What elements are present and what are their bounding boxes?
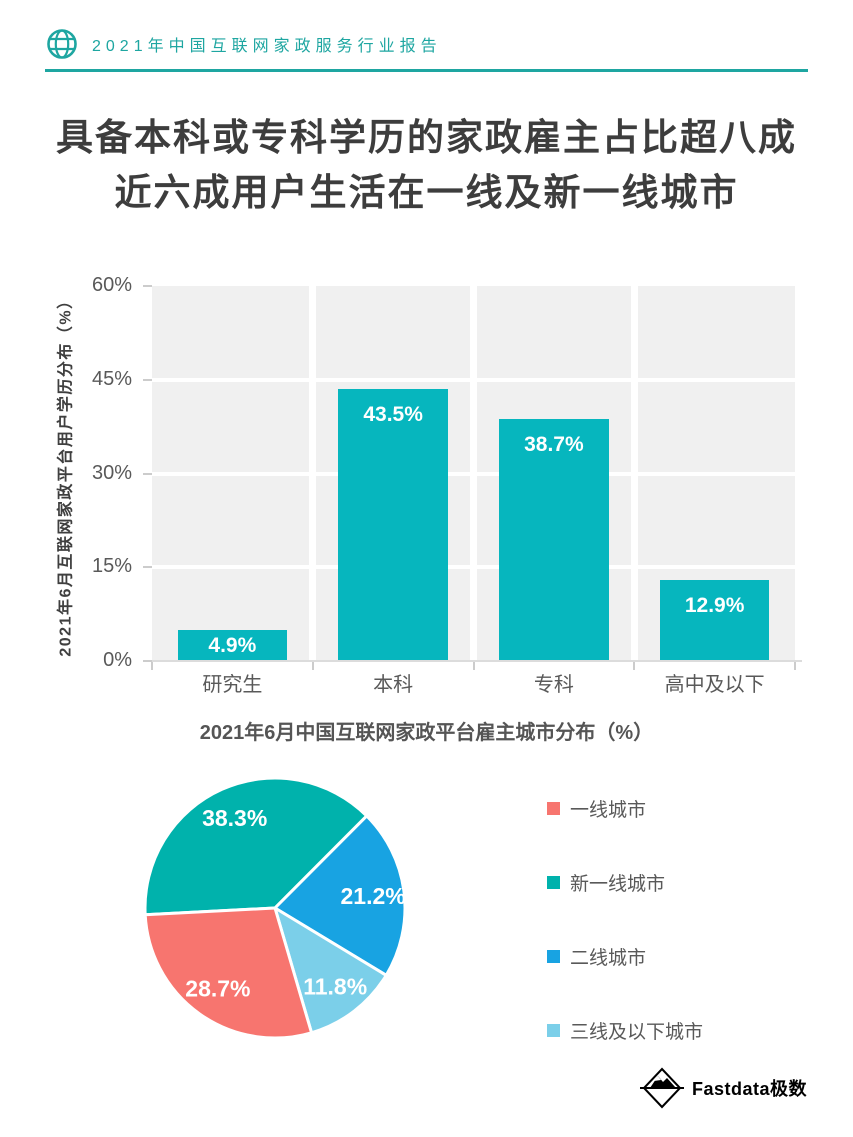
y-tick-label: 60%	[91, 274, 132, 296]
y-tick-mark	[143, 285, 152, 287]
bars-container: 4.9% 43.5% 38.7% 12.9%	[152, 286, 795, 661]
bar-本科: 43.5%	[338, 389, 448, 661]
bar-column: 12.9%	[634, 286, 795, 661]
y-tick-label: 15%	[91, 555, 132, 578]
pie-slice-新一线城市	[143, 776, 369, 917]
pie-slice-value-label: 21.2%	[340, 883, 405, 909]
legend-swatch	[547, 950, 560, 963]
x-tick-mark	[311, 662, 314, 670]
bar-column: 43.5%	[313, 286, 474, 661]
legend-swatch	[547, 1024, 560, 1037]
bar-研究生: 4.9%	[177, 630, 288, 661]
bar-value-label: 43.5%	[363, 403, 423, 427]
report-title: 2021年中国互联网家政服务行业报告	[92, 38, 442, 55]
x-category-label: 研究生	[202, 674, 263, 696]
pie-slice-value-label: 28.7%	[185, 976, 250, 1002]
page-header: 2021年中国互联网家政服务行业报告	[46, 26, 442, 62]
legend-swatch	[547, 802, 560, 815]
bar-高中及以下: 12.9%	[659, 580, 770, 661]
pie-slice-一线城市	[143, 906, 314, 1040]
legend-label: 三线及以下城市	[570, 1022, 704, 1043]
bar-专科: 38.7%	[499, 419, 609, 661]
x-tick-mark	[794, 662, 796, 670]
headline-line-1: 具备本科或专科学历的家政雇主占比超八成	[56, 117, 797, 158]
legend-label: 新一线城市	[570, 874, 666, 895]
bar-value-label: 4.9%	[208, 633, 257, 657]
bar-column: 38.7%	[474, 286, 635, 661]
x-category-label: 专科	[533, 674, 574, 696]
legend-item-一线城市: 一线城市	[547, 795, 703, 822]
globe-icon	[47, 29, 77, 59]
headline-line-2: 近六成用户生活在一线及新一线城市	[114, 172, 739, 213]
bar-value-label: 12.9%	[684, 594, 745, 618]
bar-chart-x-axis: 研究生 本科 专科 高中及以下	[152, 668, 795, 697]
x-category-label: 高中及以下	[664, 674, 765, 696]
pie-chart-title: 2021年6月中国互联网家政平台雇主城市分布（%）	[199, 722, 654, 744]
page-footer: Fastdata极数	[640, 1066, 807, 1110]
x-tick-mark	[633, 662, 636, 670]
pie-legend: 一线城市新一线城市二线城市三线及以下城市	[547, 795, 703, 1044]
horizontal-gridline	[152, 471, 795, 476]
y-tick-mark	[143, 660, 152, 662]
header-underline	[45, 69, 808, 72]
mountain-diamond-icon	[640, 1067, 684, 1109]
legend-item-三线及以下城市: 三线及以下城市	[547, 1017, 703, 1044]
bar-chart-y-axis: 60% 45% 30% 15% 0%	[56, 274, 132, 671]
legend-item-新一线城市: 新一线城市	[547, 869, 703, 896]
horizontal-gridline	[152, 565, 795, 570]
y-tick-label: 30%	[91, 461, 132, 484]
bar-value-label: 38.7%	[524, 433, 584, 457]
page-headline: 具备本科或专科学历的家政雇主占比超八成 近六成用户生活在一线及新一线城市	[0, 110, 853, 220]
y-tick-label: 0%	[103, 649, 132, 671]
pie-svg: 38.3% 21.2% 11.8% 28.7%	[143, 776, 407, 1040]
pie-slice-value-label: 11.8%	[303, 973, 367, 999]
legend-item-二线城市: 二线城市	[547, 943, 703, 970]
x-tick-mark	[151, 662, 153, 670]
y-tick-mark	[143, 472, 152, 475]
x-category-label: 本科	[373, 674, 414, 696]
horizontal-gridline	[152, 377, 795, 382]
legend-swatch	[547, 876, 560, 889]
legend-label: 二线城市	[570, 948, 647, 969]
legend-label: 一线城市	[570, 800, 647, 821]
bar-column: 4.9%	[152, 286, 313, 661]
y-tick-label: 45%	[91, 367, 132, 390]
brand-name: Fastdata极数	[692, 1079, 808, 1099]
pie-slice-value-label: 38.3%	[202, 805, 267, 831]
x-axis-line	[145, 660, 802, 662]
y-tick-mark	[143, 566, 152, 569]
x-tick-mark	[472, 662, 475, 670]
pie-slice-二线城市	[273, 814, 407, 977]
bar-plot: 4.9% 43.5% 38.7% 12.9%	[152, 286, 795, 661]
y-tick-mark	[143, 378, 152, 381]
